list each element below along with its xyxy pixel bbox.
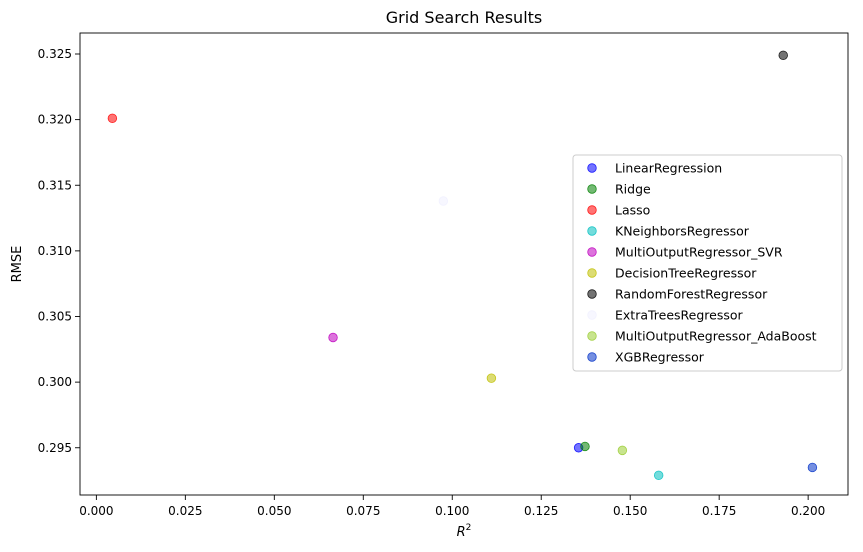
legend: LinearRegression Ridge Lasso KNeighborsRegr… xyxy=(572,154,843,372)
y-tick-label: 0.305 xyxy=(38,310,72,324)
x-tick-label: 0.025 xyxy=(168,504,202,518)
y-tick-label: 0.310 xyxy=(38,244,72,258)
x-tick-label: 0.000 xyxy=(79,504,113,518)
x-tick-label: 0.075 xyxy=(346,504,380,518)
legend-label: MultiOutputRegressor_AdaBoost xyxy=(615,329,817,344)
legend-label: LinearRegression xyxy=(615,161,722,176)
plot-area xyxy=(107,50,818,481)
legend-label: Lasso xyxy=(615,203,650,218)
data-point-multioutputregressor-adaboost xyxy=(617,445,628,456)
data-point-extratreesregressor xyxy=(438,196,449,206)
legend-label: XGBRegressor xyxy=(615,350,705,365)
x-tick-label: 0.200 xyxy=(791,504,825,518)
legend-marker xyxy=(587,226,597,236)
legend-label: MultiOutputRegressor_SVR xyxy=(615,245,783,260)
data-point-lasso xyxy=(107,113,118,124)
legend-marker xyxy=(587,310,597,320)
data-point-xgbregressor xyxy=(807,462,818,473)
data-point-decisiontreeregressor xyxy=(486,373,497,383)
plot-frame xyxy=(79,32,849,496)
x-tick-label: 0.125 xyxy=(524,504,558,518)
y-tick-label: 0.300 xyxy=(38,375,72,389)
data-point-kneighborsregressor xyxy=(653,470,664,481)
data-point-ridge xyxy=(580,441,590,452)
legend-label: KNeighborsRegressor xyxy=(615,224,750,239)
legend-label: RandomForestRegressor xyxy=(615,287,768,302)
y-tick-label: 0.315 xyxy=(38,178,72,192)
legend-marker xyxy=(587,268,597,278)
x-axis: 0.000 0.025 0.050 0.075 0.100 0.125 0.150 0.175… xyxy=(79,495,825,518)
x-axis-label: R2 xyxy=(457,523,472,540)
y-tick-label: 0.320 xyxy=(38,113,72,127)
legend-box xyxy=(572,154,843,372)
legend-label: DecisionTreeRegressor xyxy=(615,266,757,281)
x-tick-label: 0.100 xyxy=(435,504,469,518)
data-point-multioutputregressor-svr xyxy=(328,332,338,343)
legend-marker xyxy=(587,352,597,362)
legend-label: ExtraTreesRegressor xyxy=(615,308,744,323)
y-axis-label: RMSE xyxy=(10,246,25,283)
x-tick-label: 0.050 xyxy=(257,504,291,518)
data-point-randomforestregressor xyxy=(778,50,788,61)
legend-label: Ridge xyxy=(615,182,651,197)
legend-marker xyxy=(587,331,597,341)
legend-marker xyxy=(587,205,597,215)
y-tick-label: 0.295 xyxy=(38,441,72,455)
legend-marker xyxy=(587,247,597,257)
chart-title: Grid Search Results xyxy=(386,8,543,27)
y-axis: 0.295 0.300 0.305 0.310 0.315 0.320 0.325 xyxy=(38,47,80,455)
x-tick-label: 0.175 xyxy=(702,504,736,518)
legend-marker xyxy=(587,184,597,194)
legend-marker xyxy=(587,289,597,299)
y-tick-label: 0.325 xyxy=(38,47,72,61)
x-tick-label: 0.150 xyxy=(613,504,647,518)
legend-marker xyxy=(587,163,597,173)
x-axis-label-base: R xyxy=(457,525,466,540)
x-axis-label-superscript: 2 xyxy=(466,523,472,533)
